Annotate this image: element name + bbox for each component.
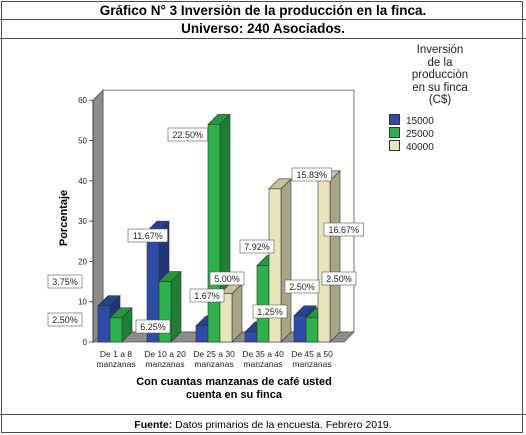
x-tick-label: De 10 a 20 [144, 349, 186, 359]
data-label: 11.67% [133, 231, 163, 241]
x-tick-label: manzanas [292, 359, 331, 369]
x-axis-label: cuenta en su finca [186, 389, 283, 401]
data-label: 16.67% [329, 225, 360, 235]
legend-swatch [389, 140, 400, 151]
data-label: 6.25% [140, 322, 166, 332]
bar [195, 325, 209, 343]
bar [256, 265, 270, 343]
data-label: 15.83% [297, 170, 328, 180]
x-tick-label: De 1 a 8 [100, 349, 132, 359]
bar [219, 293, 233, 343]
bar [305, 317, 319, 343]
data-label-box [209, 271, 245, 286]
x-tick-label: manzanas [243, 359, 282, 369]
data-label-box [291, 167, 332, 182]
data-label: 5.00% [214, 274, 240, 284]
source-note: Fuente: Datos primarios de la encuesta. … [0, 419, 526, 431]
data-label: 3.75% [52, 277, 78, 287]
legend-title-line: producciòn [411, 69, 469, 81]
data-label: 7.92% [244, 242, 270, 252]
bar [109, 317, 123, 343]
y-tick-label: 10 [78, 298, 87, 307]
legend-label: 15000 [406, 116, 434, 127]
y-tick-label: 0 [83, 338, 88, 347]
legend-item: 25000 [389, 127, 434, 140]
x-axis-label: Con cuantas manzanas de café usted [136, 376, 332, 388]
x-tick-label: manzanas [96, 359, 135, 369]
legend-label: 40000 [406, 142, 434, 153]
header-divider [0, 38, 526, 39]
bar [207, 124, 221, 343]
y-axis-label: Porcentaje [58, 190, 70, 246]
legend-swatch [389, 127, 400, 138]
legend-title-line: en su finca [412, 81, 468, 94]
bar [268, 188, 282, 343]
legend-title-line: (C$) [428, 94, 452, 106]
data-label: 22.50% [173, 130, 204, 140]
y-tick-label: 50 [78, 137, 87, 146]
data-label-box [252, 304, 288, 319]
chart-subtitle: Universo: 240 Asociados. [181, 21, 345, 36]
data-label-box [47, 274, 83, 289]
bar-side [170, 270, 182, 343]
bar [317, 180, 331, 343]
legend-title-line: Inversión [416, 44, 464, 56]
data-label: 1.67% [194, 291, 220, 301]
x-tick-label: manzanas [145, 359, 184, 369]
source-text: Datos primarios de la encuesta. Febrero … [175, 419, 392, 431]
data-label-box [167, 127, 208, 142]
data-label: 2.50% [52, 315, 78, 325]
source-label: Fuente: [134, 419, 173, 431]
footer-divider [0, 414, 526, 415]
x-tick-label: De 35 a 40 [242, 349, 284, 359]
legend-label: 25000 [406, 129, 434, 140]
y-tick-label: 30 [78, 217, 87, 226]
bar [293, 315, 307, 343]
chart-legend: Inversión de la producciòn en su finca (C$) … [385, 44, 495, 153]
legend-title-line: de la [427, 56, 453, 69]
bar-side [329, 170, 341, 343]
data-label-box [127, 228, 168, 243]
x-tick-label: manzanas [194, 359, 233, 369]
data-label-box [47, 312, 83, 327]
chart-title: Gráfico N° 3 Inversiòn de la producción … [99, 3, 427, 18]
y-tick-label: 40 [78, 177, 87, 186]
legend-title: Inversión de la producciòn en su finca (C$) [385, 44, 495, 107]
data-label-box [189, 288, 225, 303]
y-tick-label: 60 [78, 96, 87, 105]
data-label: 1.25% [257, 307, 283, 317]
x-tick-label: De 45 a 50 [291, 349, 333, 359]
legend-swatch [389, 114, 400, 125]
x-tick-label: De 25 a 30 [193, 349, 235, 359]
data-label-box [135, 319, 171, 334]
bar [244, 331, 258, 343]
data-label-box [323, 222, 364, 237]
y-tick-label: 20 [78, 257, 87, 266]
legend-item: 40000 [389, 140, 434, 153]
data-label-box [321, 271, 357, 286]
data-label: 2.50% [326, 274, 352, 284]
title-divider [0, 19, 526, 20]
data-label: 2.50% [289, 282, 315, 292]
bar [97, 305, 111, 343]
data-label-box [284, 279, 320, 294]
legend-item: 15000 [389, 114, 434, 127]
data-label-box [239, 239, 275, 254]
